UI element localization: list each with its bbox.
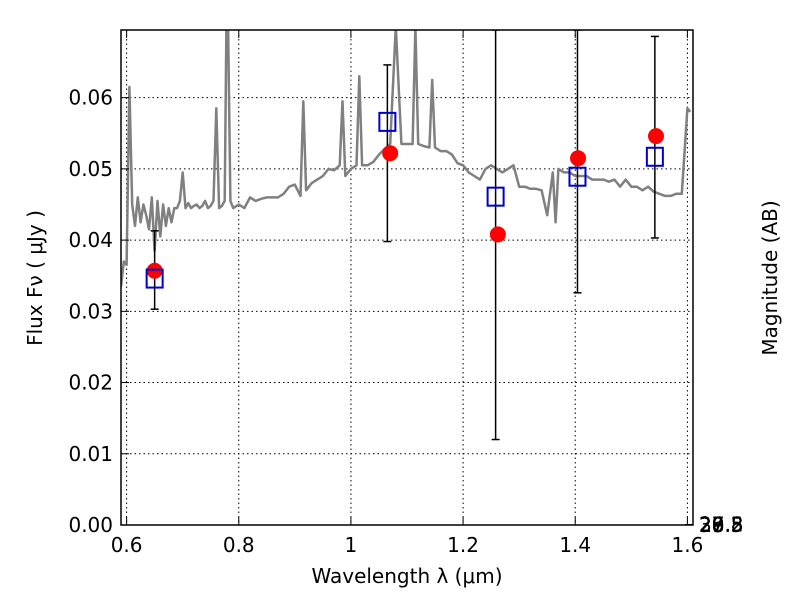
right-tick-label: 27.2	[699, 513, 744, 537]
y-tick-label: 0.01	[68, 442, 113, 466]
y-axis-label: Flux Fν ( μJy )	[23, 210, 47, 346]
observed-point	[570, 150, 587, 167]
right-tick-label: 27.5	[699, 513, 744, 537]
right-tick-label: 26.8	[699, 513, 744, 537]
x-tick-label: 1.2	[447, 533, 479, 557]
y-tick-labels: 0.00 0.01 0.02 0.03 0.04 0.05 0.06	[68, 86, 113, 537]
model-point	[645, 146, 664, 167]
model-point	[486, 186, 505, 207]
x-tick-label: 1	[345, 533, 358, 557]
right-tick-label: 30	[699, 513, 724, 537]
plot-frame	[120, 29, 694, 526]
model-point	[568, 166, 587, 187]
right-tick-label: 29	[699, 513, 724, 537]
model-point	[145, 268, 164, 289]
y-tick-label: 0.02	[68, 371, 113, 395]
x-tick-label: 1.4	[559, 533, 591, 557]
right-tick-label: 27	[699, 513, 724, 537]
marker-layer	[145, 111, 664, 289]
right-tick-label: 28.5	[699, 513, 744, 537]
y-tick-label: 0.05	[68, 157, 113, 181]
observed-point	[146, 262, 163, 279]
x-tick-label: 1.6	[671, 533, 703, 557]
x-tick-label: 0.6	[111, 533, 143, 557]
x-tick-label: 0.8	[223, 533, 255, 557]
observed-point	[647, 128, 664, 145]
y-tick-label: 0.04	[68, 228, 113, 252]
y-tick-label: 0.03	[68, 299, 113, 323]
model-point	[378, 111, 397, 132]
axis-ticks	[121, 30, 693, 526]
spectrum-line	[121, 30, 692, 287]
grid-lines	[121, 30, 693, 526]
observed-point	[382, 145, 399, 162]
y-tick-label: 0.00	[68, 513, 113, 537]
y-tick-label: 0.06	[68, 86, 113, 110]
x-axis-label: Wavelength λ (μm)	[311, 564, 502, 588]
right-tick-label: 28	[699, 513, 724, 537]
y-axis-right-label: Magnitude (AB)	[758, 200, 782, 355]
x-tick-labels: 0.6 0.8 1 1.2 1.4 1.6	[111, 533, 704, 557]
observed-point	[489, 226, 506, 243]
spectrum-layer	[121, 30, 692, 287]
